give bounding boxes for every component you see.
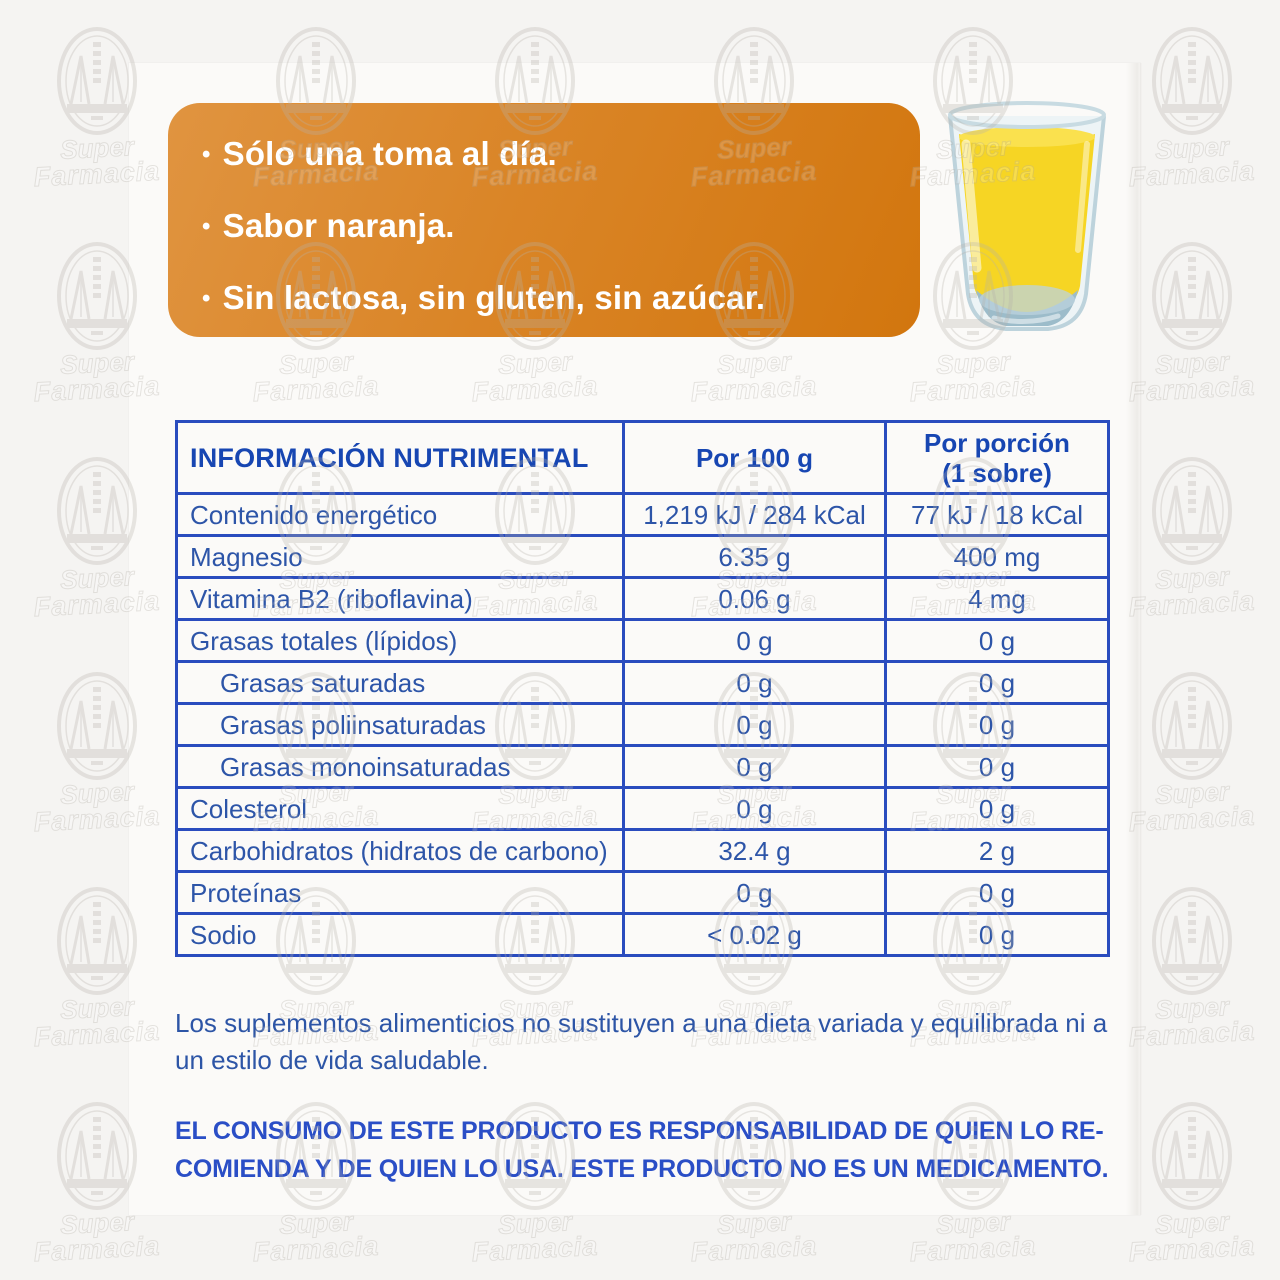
table-row: Carbohidratos (hidratos de carbono) 32.4…: [175, 828, 1110, 873]
watermark-text: Farmacia: [909, 1230, 1038, 1268]
disclaimer-line: COMIENDA Y DE QUIEN LO USA. ESTE PRODUCT…: [175, 1155, 1109, 1183]
value-per-portion: 0 g: [884, 618, 1110, 663]
value-per-portion: 0 g: [884, 912, 1110, 957]
super-farmacia-logo-icon: [1152, 27, 1232, 135]
nutrient-label: Proteínas: [175, 870, 625, 915]
super-farmacia-logo-icon: [1152, 672, 1232, 780]
value-per-portion: 2 g: [884, 828, 1110, 873]
nutrient-label: Grasas monoinsaturadas: [175, 744, 625, 789]
table-header-row: INFORMACIÓN NUTRIMENTAL Por 100 g Por po…: [175, 420, 1110, 495]
super-farmacia-logo-icon: [1152, 457, 1232, 565]
column-header-per-portion: Por porción (1 sobre): [884, 420, 1110, 495]
value-per-100g: < 0.02 g: [622, 912, 887, 957]
nutrient-label: Grasas totales (lípidos): [175, 618, 625, 663]
supplement-footnote: Los suplementos alimenticios no sustituy…: [175, 1005, 1135, 1079]
value-per-portion: 400 mg: [884, 534, 1110, 579]
table-row: Colesterol 0 g 0 g: [175, 786, 1110, 831]
nutrition-table: INFORMACIÓN NUTRIMENTAL Por 100 g Por po…: [175, 420, 1110, 957]
bullet-dot-icon: •: [202, 141, 211, 168]
highlight-item: • Sabor naranja.: [202, 206, 910, 246]
nutrient-label: Grasas saturadas: [175, 660, 625, 705]
value-per-100g: 0.06 g: [622, 576, 887, 621]
value-per-100g: 32.4 g: [622, 828, 887, 873]
table-row: Magnesio 6.35 g 400 mg: [175, 534, 1110, 579]
value-per-portion: 77 kJ / 18 kCal: [884, 492, 1110, 537]
highlights-box: • Sólo una toma al día. • Sabor naranja.…: [168, 103, 920, 337]
highlight-item: • Sólo una toma al día.: [202, 134, 910, 174]
column-header-line: Por porción: [924, 427, 1070, 458]
watermark-text: Farmacia: [1128, 1230, 1257, 1268]
disclaimer-line: EL CONSUMO DE ESTE PRODUCTO ES RESPONSAB…: [175, 1117, 1104, 1145]
column-header-per-100g: Por 100 g: [622, 420, 887, 495]
value-per-portion: 4 mg: [884, 576, 1110, 621]
nutrient-label: Vitamina B2 (riboflavina): [175, 576, 625, 621]
footnote-line: un estilo de vida saludable.: [175, 1045, 489, 1075]
value-per-portion: 0 g: [884, 660, 1110, 705]
watermark-text: Farmacia: [33, 1230, 162, 1268]
value-per-portion: 0 g: [884, 702, 1110, 747]
watermark-text: Farmacia: [690, 1230, 819, 1268]
table-row: Contenido energético 1,219 kJ / 284 kCal…: [175, 492, 1110, 537]
value-per-portion: 0 g: [884, 870, 1110, 915]
orange-juice-glass-image: [948, 101, 1106, 331]
column-header-line: (1 sobre): [942, 457, 1052, 488]
super-farmacia-logo-icon: [1152, 242, 1232, 350]
footnote-line: Los suplementos alimenticios no sustituy…: [175, 1008, 1108, 1038]
legal-disclaimer: EL CONSUMO DE ESTE PRODUCTO ES RESPONSAB…: [175, 1112, 1135, 1188]
value-per-100g: 6.35 g: [622, 534, 887, 579]
value-per-100g: 0 g: [622, 786, 887, 831]
nutrient-label: Carbohidratos (hidratos de carbono): [175, 828, 625, 873]
table-title: INFORMACIÓN NUTRIMENTAL: [175, 420, 625, 495]
watermark-text: Farmacia: [471, 1230, 600, 1268]
value-per-100g: 0 g: [622, 870, 887, 915]
table-row: Grasas saturadas 0 g 0 g: [175, 660, 1110, 705]
table-row: Grasas totales (lípidos) 0 g 0 g: [175, 618, 1110, 663]
highlight-text: Sabor naranja.: [222, 207, 455, 244]
nutrient-label: Colesterol: [175, 786, 625, 831]
table-row: Grasas poliinsaturadas 0 g 0 g: [175, 702, 1110, 747]
package-edge-shadow: [1126, 63, 1142, 1215]
nutrient-label: Contenido energético: [175, 492, 625, 537]
value-per-100g: 0 g: [622, 660, 887, 705]
value-per-100g: 1,219 kJ / 284 kCal: [622, 492, 887, 537]
highlight-item: • Sin lactosa, sin gluten, sin azúcar.: [202, 278, 910, 318]
package-back-panel: • Sólo una toma al día. • Sabor naranja.…: [129, 63, 1142, 1215]
value-per-100g: 0 g: [622, 702, 887, 747]
nutrient-label: Magnesio: [175, 534, 625, 579]
nutrient-label: Grasas poliinsaturadas: [175, 702, 625, 747]
value-per-100g: 0 g: [622, 744, 887, 789]
watermark-text: Farmacia: [252, 1230, 381, 1268]
table-row: Proteínas 0 g 0 g: [175, 870, 1110, 915]
table-row: Sodio < 0.02 g 0 g: [175, 912, 1110, 957]
value-per-100g: 0 g: [622, 618, 887, 663]
bullet-dot-icon: •: [202, 285, 211, 312]
nutrient-label: Sodio: [175, 912, 625, 957]
highlight-text: Sólo una toma al día.: [222, 135, 557, 172]
highlight-text: Sin lactosa, sin gluten, sin azúcar.: [222, 279, 766, 316]
bullet-dot-icon: •: [202, 213, 211, 240]
table-row: Grasas monoinsaturadas 0 g 0 g: [175, 744, 1110, 789]
table-row: Vitamina B2 (riboflavina) 0.06 g 4 mg: [175, 576, 1110, 621]
super-farmacia-logo-icon: [1152, 1102, 1232, 1210]
super-farmacia-logo-icon: [1152, 887, 1232, 995]
value-per-portion: 0 g: [884, 786, 1110, 831]
value-per-portion: 0 g: [884, 744, 1110, 789]
